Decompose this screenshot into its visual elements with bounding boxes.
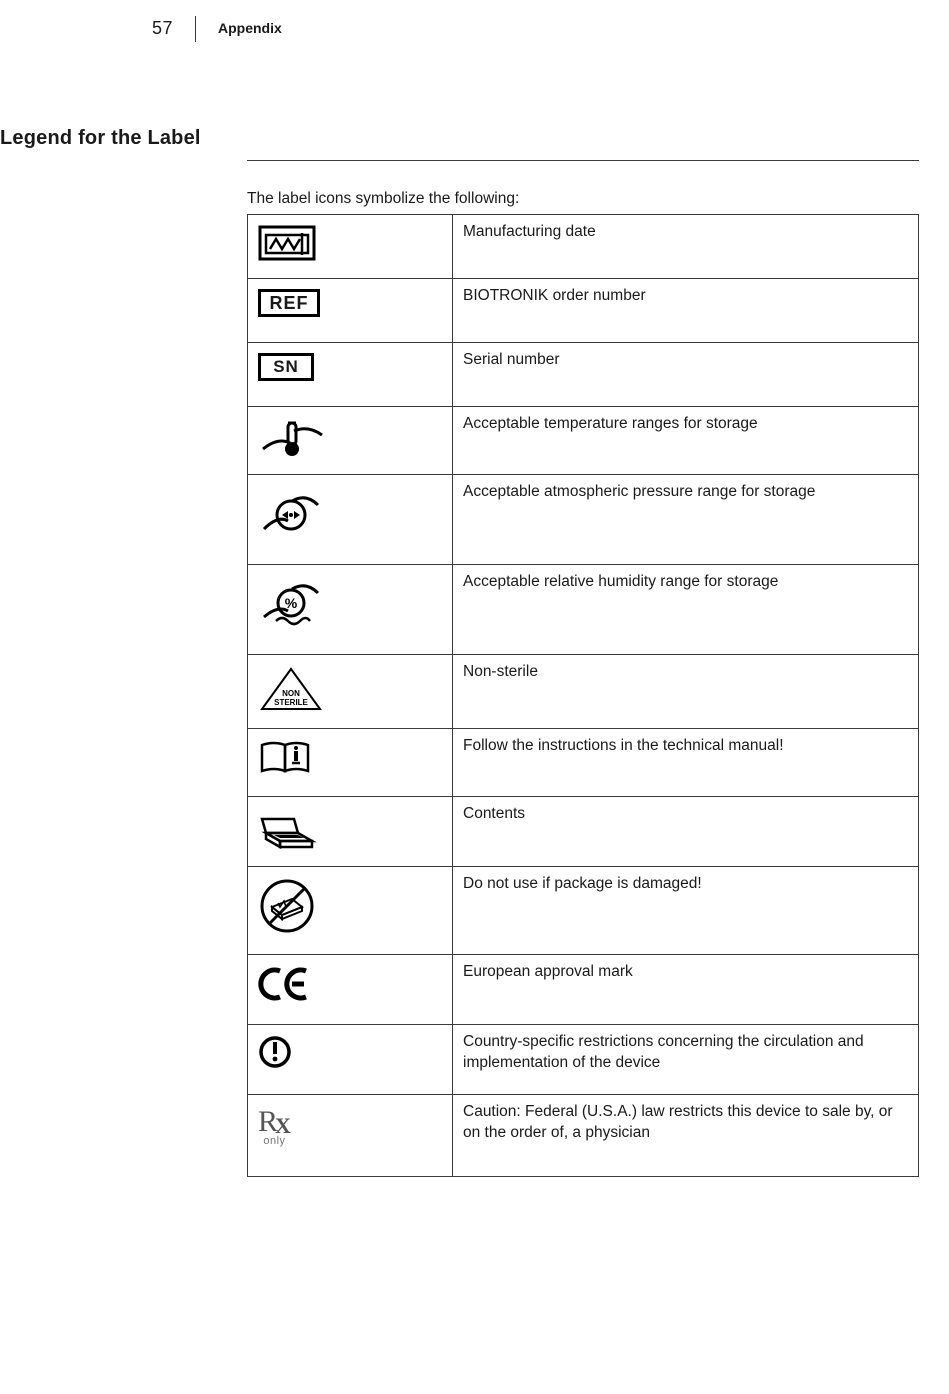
title-rule — [247, 160, 919, 161]
table-row: Do not use if package is damaged! — [248, 867, 919, 955]
svg-text:STERILE: STERILE — [274, 698, 308, 707]
desc-cell: European approval mark — [453, 955, 919, 1025]
table-row: NON STERILE Non-sterile — [248, 655, 919, 729]
sn-icon: SN — [258, 353, 314, 381]
icon-cell: % — [248, 565, 453, 655]
icon-cell: RX only — [248, 1095, 453, 1177]
desc-cell: Acceptable relative humidity range for s… — [453, 565, 919, 655]
icon-cell: REF — [248, 279, 453, 343]
pressure-icon — [258, 485, 442, 541]
table-row: Acceptable atmospheric pressure range fo… — [248, 475, 919, 565]
icon-cell — [248, 1025, 453, 1095]
ce-mark-icon — [258, 965, 442, 1003]
intro-text: The label icons symbolize the following: — [247, 190, 519, 208]
non-sterile-icon: NON STERILE — [258, 665, 442, 713]
humidity-icon: % — [258, 575, 442, 631]
desc-cell: Manufacturing date — [453, 215, 919, 279]
page-number: 57 — [0, 18, 195, 39]
desc-cell: Acceptable atmospheric pressure range fo… — [453, 475, 919, 565]
icon-cell: NON STERILE — [248, 655, 453, 729]
icon-cell — [248, 215, 453, 279]
ref-icon: REF — [258, 289, 320, 317]
section-label: Appendix — [196, 18, 282, 36]
manual-icon — [258, 739, 442, 777]
table-row: Manufacturing date — [248, 215, 919, 279]
desc-cell: BIOTRONIK order number — [453, 279, 919, 343]
icon-cell — [248, 407, 453, 475]
desc-cell: Acceptable temperature ranges for storag… — [453, 407, 919, 475]
icon-cell — [248, 475, 453, 565]
desc-cell: Country-specific restrictions concerning… — [453, 1025, 919, 1095]
caution-circle-icon — [258, 1035, 442, 1069]
rx-only-icon: RX only — [258, 1105, 291, 1147]
contents-icon — [258, 807, 442, 851]
table-row: Acceptable temperature ranges for storag… — [248, 407, 919, 475]
mfg-date-icon — [258, 225, 442, 261]
page-title: Legend for the Label — [0, 127, 201, 150]
icon-cell: SN — [248, 343, 453, 407]
svg-text:%: % — [285, 595, 298, 611]
table-row: RX only Caution: Federal (U.S.A.) law re… — [248, 1095, 919, 1177]
table-row: SN Serial number — [248, 343, 919, 407]
desc-cell: Contents — [453, 797, 919, 867]
table-row: REF BIOTRONIK order number — [248, 279, 919, 343]
temperature-icon — [258, 417, 442, 461]
table-row: % Acceptable relative humidity range for… — [248, 565, 919, 655]
page-header: 57 Appendix — [0, 18, 949, 42]
table-row: Contents — [248, 797, 919, 867]
desc-cell: Non-sterile — [453, 655, 919, 729]
icon-cell — [248, 729, 453, 797]
icon-cell — [248, 955, 453, 1025]
table-row: European approval mark — [248, 955, 919, 1025]
legend-table: Manufacturing date REF BIOTRONIK order n… — [247, 214, 919, 1177]
table-row: Country-specific restrictions concerning… — [248, 1025, 919, 1095]
desc-cell: Follow the instructions in the technical… — [453, 729, 919, 797]
icon-cell — [248, 797, 453, 867]
desc-cell: Do not use if package is damaged! — [453, 867, 919, 955]
desc-cell: Caution: Federal (U.S.A.) law restricts … — [453, 1095, 919, 1177]
do-not-use-damaged-icon — [258, 877, 442, 935]
table-row: Follow the instructions in the technical… — [248, 729, 919, 797]
desc-cell: Serial number — [453, 343, 919, 407]
svg-text:NON: NON — [282, 689, 300, 698]
icon-cell — [248, 867, 453, 955]
